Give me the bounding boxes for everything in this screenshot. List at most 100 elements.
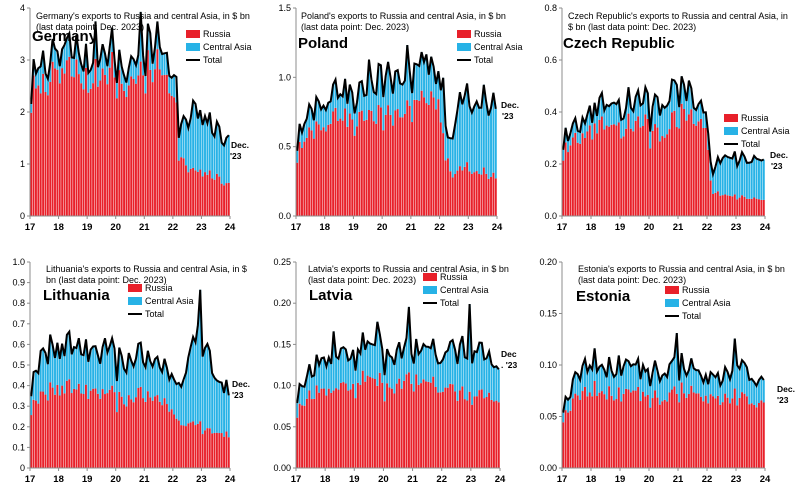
central-asia-bar xyxy=(344,349,347,384)
central-asia-bar xyxy=(89,349,92,391)
chart-caption: bn (last data point: Dec. 2023) xyxy=(46,275,167,285)
russia-bar xyxy=(637,386,640,468)
central-asia-bar xyxy=(305,118,308,138)
central-asia-bar xyxy=(456,109,459,171)
central-asia-bar xyxy=(598,366,601,393)
x-tick-label: 21 xyxy=(406,222,417,233)
central-asia-bar xyxy=(168,379,171,412)
central-asia-bar xyxy=(310,376,313,400)
russia-bar xyxy=(446,158,449,216)
central-asia-bar xyxy=(85,339,87,385)
central-asia-bar xyxy=(685,101,688,121)
central-asia-bar xyxy=(471,363,474,405)
russia-bar xyxy=(104,74,106,216)
russia-bar xyxy=(569,145,572,216)
x-tick-label: 17 xyxy=(25,474,36,485)
central-asia-bar xyxy=(576,130,579,143)
central-asia-bar xyxy=(704,374,707,396)
central-asia-bar xyxy=(641,364,644,392)
russia-bar xyxy=(63,73,66,216)
central-asia-bar xyxy=(406,45,409,101)
central-asia-bar xyxy=(165,52,168,75)
legend-label: Total xyxy=(682,311,701,321)
russia-bar xyxy=(42,73,45,217)
russia-bar xyxy=(298,403,301,468)
russia-bar xyxy=(473,396,476,468)
central-asia-bar xyxy=(581,365,584,392)
russia-bar xyxy=(644,396,647,468)
central-asia-bar xyxy=(492,367,495,402)
russia-bar xyxy=(760,400,763,468)
russia-bar xyxy=(387,105,390,216)
central-asia-bar xyxy=(475,101,478,172)
central-asia-bar xyxy=(99,363,102,399)
central-asia-bar xyxy=(39,66,42,94)
russia-bar xyxy=(629,392,632,468)
central-asia-bar xyxy=(388,355,391,388)
russia-bar xyxy=(227,182,230,216)
central-asia-bar xyxy=(373,345,376,380)
y-tick-label: 0.00 xyxy=(273,463,291,473)
central-asia-bar xyxy=(403,80,406,114)
russia-bar xyxy=(204,430,206,468)
country-title: Estonia xyxy=(576,288,631,305)
russia-bar xyxy=(348,113,351,216)
central-asia-bar xyxy=(716,157,719,192)
russia-bar xyxy=(470,173,473,216)
russia-bar xyxy=(227,437,230,468)
x-tick-label: 17 xyxy=(291,474,302,485)
russia-bar xyxy=(39,93,42,216)
central-asia-bar xyxy=(473,351,476,397)
central-asia-bar xyxy=(201,125,204,177)
central-asia-bar xyxy=(634,96,637,121)
central-asia-bar xyxy=(738,160,741,198)
russia-bar xyxy=(406,100,409,216)
central-asia-bar xyxy=(63,45,66,74)
russia-bar xyxy=(310,130,313,216)
central-asia-bar xyxy=(39,350,42,392)
central-asia-bar xyxy=(156,21,159,50)
russia-bar xyxy=(690,385,693,468)
central-asia-bar xyxy=(364,349,367,382)
panel-czech-republic: 0.0 0.2 0.4 0.6 0.8 17 18 19 20 21 22 23 24 Czech Rep… xyxy=(544,3,789,233)
russia-bar xyxy=(180,157,183,216)
central-asia-bar xyxy=(89,70,92,89)
y-tick-label: 0.5 xyxy=(278,142,291,152)
end-label: Dec. xyxy=(231,140,249,150)
russia-bar xyxy=(423,97,425,216)
russia-bar xyxy=(567,152,570,216)
central-asia-bar xyxy=(743,156,746,197)
russia-bar xyxy=(449,383,452,468)
russia-bar xyxy=(670,112,673,216)
central-asia-bar xyxy=(695,109,698,126)
russia-bar xyxy=(298,141,301,216)
central-asia-bar xyxy=(658,115,661,142)
russia-bar xyxy=(731,398,734,468)
russia-bar xyxy=(391,125,394,216)
legend-label: Central Asia xyxy=(474,42,523,52)
russia-bar xyxy=(485,396,488,468)
central-asia-bar xyxy=(627,361,630,390)
y-tick-label: 0.3 xyxy=(12,401,25,411)
central-asia-bar xyxy=(30,104,33,113)
russia-bar xyxy=(201,176,204,216)
russia-bar xyxy=(714,398,717,468)
legend-label: Central Asia xyxy=(741,126,790,136)
chart-caption: (last data point: Dec. 2023) xyxy=(308,275,416,285)
russia-bar xyxy=(432,97,435,216)
russia-bar xyxy=(175,102,178,216)
central-asia-bar xyxy=(446,137,449,159)
central-asia-bar xyxy=(336,97,339,121)
russia-bar xyxy=(408,105,411,216)
chart-caption: Germany's exports to Russia and central … xyxy=(36,11,250,21)
central-asia-bar xyxy=(37,68,40,86)
russia-bar xyxy=(593,380,596,468)
russia-bar xyxy=(63,393,66,468)
russia-bar xyxy=(115,98,118,216)
central-asia-bar xyxy=(579,379,582,401)
central-asia-bar xyxy=(325,366,328,396)
russia-bar xyxy=(666,401,669,468)
russia-bar xyxy=(719,195,722,216)
central-asia-bar xyxy=(361,332,364,371)
central-asia-bar xyxy=(199,110,202,170)
